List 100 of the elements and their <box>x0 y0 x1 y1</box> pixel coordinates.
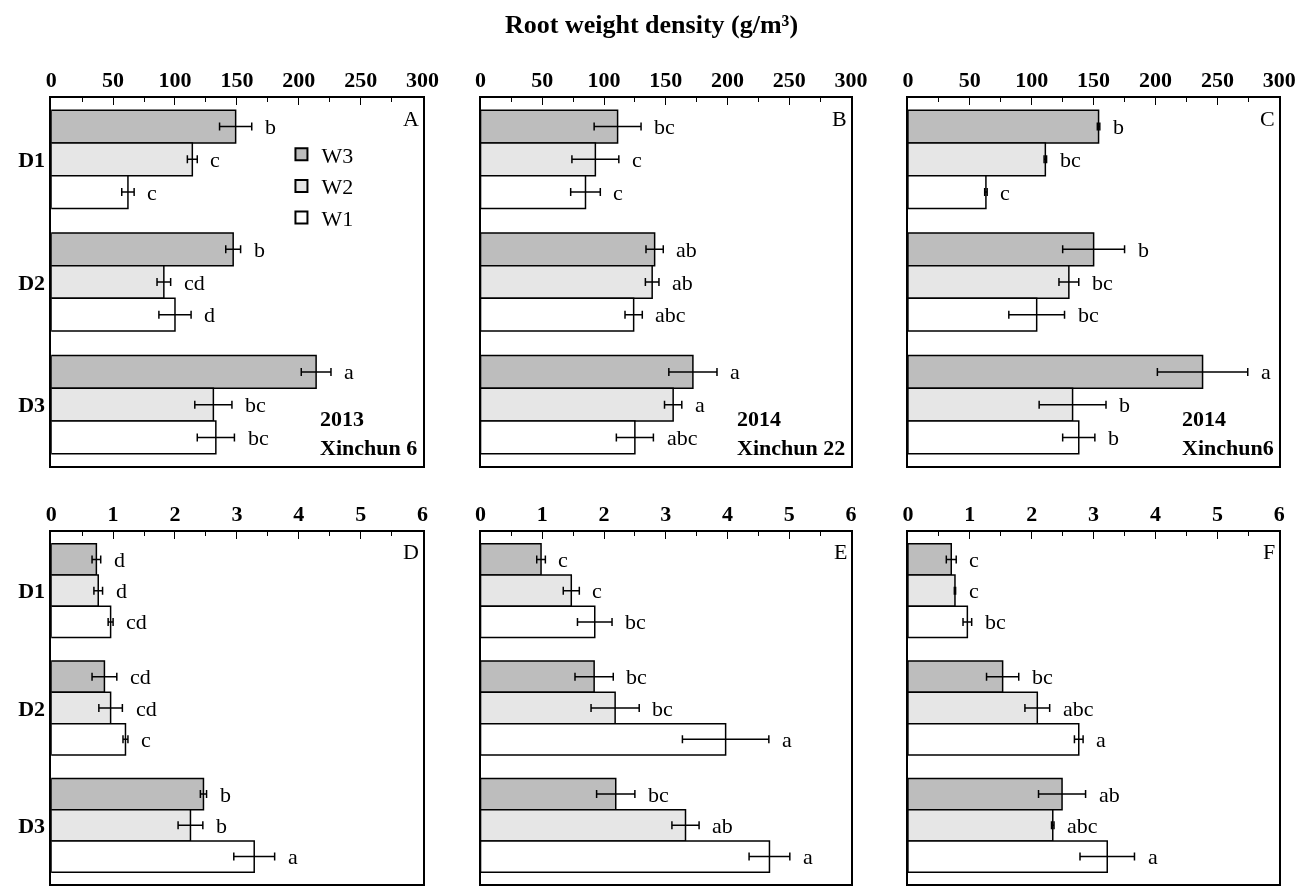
x-tick-label: 200 <box>282 67 316 93</box>
data-label: c <box>147 180 157 205</box>
data-label: c <box>210 147 220 172</box>
x-tick-label: 2 <box>169 501 181 527</box>
data-label: abc <box>667 425 698 450</box>
data-label: b <box>1138 237 1149 262</box>
annotation: E <box>834 539 848 564</box>
data-label: bc <box>1032 664 1053 689</box>
x-tick-label: 300 <box>1262 67 1296 93</box>
data-label: bc <box>1078 302 1099 327</box>
y-tick-label: D1 <box>18 578 46 604</box>
x-tick-label: 3 <box>231 501 243 527</box>
x-tick-label: 0 <box>902 67 914 93</box>
legend-label: W1 <box>321 206 354 232</box>
x-tick-label: 6 <box>417 501 429 527</box>
legend-label: W3 <box>321 142 354 168</box>
annotation: A <box>403 106 419 131</box>
y-tick-label: D3 <box>18 392 46 418</box>
legend-label: W2 <box>321 174 354 200</box>
annotation: B <box>832 106 847 131</box>
x-tick-label: 5 <box>355 501 367 527</box>
x-tick-label: 4 <box>293 501 305 527</box>
data-label: cd <box>184 270 205 295</box>
data-label: bc <box>652 696 673 721</box>
x-tick-label: 100 <box>158 67 192 93</box>
data-label: b <box>1113 114 1124 139</box>
data-label: b <box>1119 392 1130 417</box>
data-label: ab <box>712 813 733 838</box>
x-tick-label: 250 <box>344 67 378 93</box>
data-label: a <box>782 727 792 752</box>
x-tick-label: 0 <box>45 67 57 93</box>
x-tick-label: 200 <box>710 67 744 93</box>
annotation: 2013 Xinchun 6 <box>320 406 418 460</box>
x-tick-label: 100 <box>1015 67 1049 93</box>
x-tick-label: 300 <box>834 67 868 93</box>
x-tick-label: 0 <box>475 67 487 93</box>
x-tick-label: 1 <box>964 501 976 527</box>
data-label: c <box>969 578 979 603</box>
data-label: cd <box>130 664 151 689</box>
annotation: 2014 Xinchun 22 <box>737 406 846 460</box>
x-tick-label: 5 <box>783 501 795 527</box>
x-tick-label: 6 <box>845 501 857 527</box>
data-label: c <box>1000 180 1010 205</box>
data-label: ab <box>676 237 697 262</box>
data-label: b <box>220 782 231 807</box>
data-label: d <box>204 302 215 327</box>
data-label: a <box>803 844 813 869</box>
x-tick-label: 150 <box>220 67 254 93</box>
x-tick-label: 250 <box>1200 67 1234 93</box>
x-tick-label: 2 <box>1026 501 1038 527</box>
data-label: c <box>613 180 623 205</box>
y-tick-label: D2 <box>18 695 46 721</box>
data-label: a <box>1148 844 1158 869</box>
x-tick-label: 3 <box>660 501 672 527</box>
data-label: ab <box>672 270 693 295</box>
data-label: d <box>116 578 127 603</box>
data-label: bc <box>985 609 1006 634</box>
x-tick-label: 1 <box>107 501 119 527</box>
x-tick-label: 1 <box>536 501 548 527</box>
y-tick-label: D3 <box>18 813 46 839</box>
annotation: D <box>403 539 419 564</box>
x-tick-label: 5 <box>1211 501 1223 527</box>
y-tick-label: D1 <box>18 147 46 173</box>
y-tick-label: D2 <box>18 269 46 295</box>
x-tick-label: 4 <box>1150 501 1162 527</box>
data-label: c <box>969 547 979 572</box>
annotation: 2014 Xinchun6 <box>1182 406 1274 460</box>
x-tick-label: 2 <box>598 501 610 527</box>
data-label: a <box>730 359 740 384</box>
data-label: a <box>695 392 705 417</box>
data-label: cd <box>126 609 147 634</box>
data-label: d <box>114 547 125 572</box>
data-label: bc <box>1092 270 1113 295</box>
annotation: F <box>1263 539 1276 564</box>
x-tick-label: 0 <box>45 501 57 527</box>
data-label: b <box>216 813 227 838</box>
x-tick-label: 200 <box>1139 67 1173 93</box>
x-tick-label: 50 <box>102 67 125 93</box>
data-label: cd <box>136 696 157 721</box>
x-tick-label: 0 <box>902 501 914 527</box>
data-label: bc <box>245 392 266 417</box>
data-label: abc <box>655 302 686 327</box>
data-label: c <box>592 578 602 603</box>
x-tick-label: 6 <box>1273 501 1285 527</box>
chart-title: Root weight density (g/m³) <box>505 10 799 39</box>
data-label: b <box>265 114 276 139</box>
data-label: bc <box>654 114 675 139</box>
data-label: c <box>558 547 568 572</box>
x-tick-label: 150 <box>649 67 683 93</box>
data-label: c <box>141 727 151 752</box>
data-label: bc <box>1060 147 1081 172</box>
data-label: bc <box>248 425 269 450</box>
x-tick-label: 50 <box>531 67 554 93</box>
data-label: a <box>344 359 354 384</box>
x-tick-label: 50 <box>958 67 981 93</box>
data-label: b <box>1108 425 1119 450</box>
data-label: a <box>1261 359 1271 384</box>
data-label: bc <box>648 782 669 807</box>
x-tick-label: 4 <box>721 501 733 527</box>
data-label: a <box>288 844 298 869</box>
